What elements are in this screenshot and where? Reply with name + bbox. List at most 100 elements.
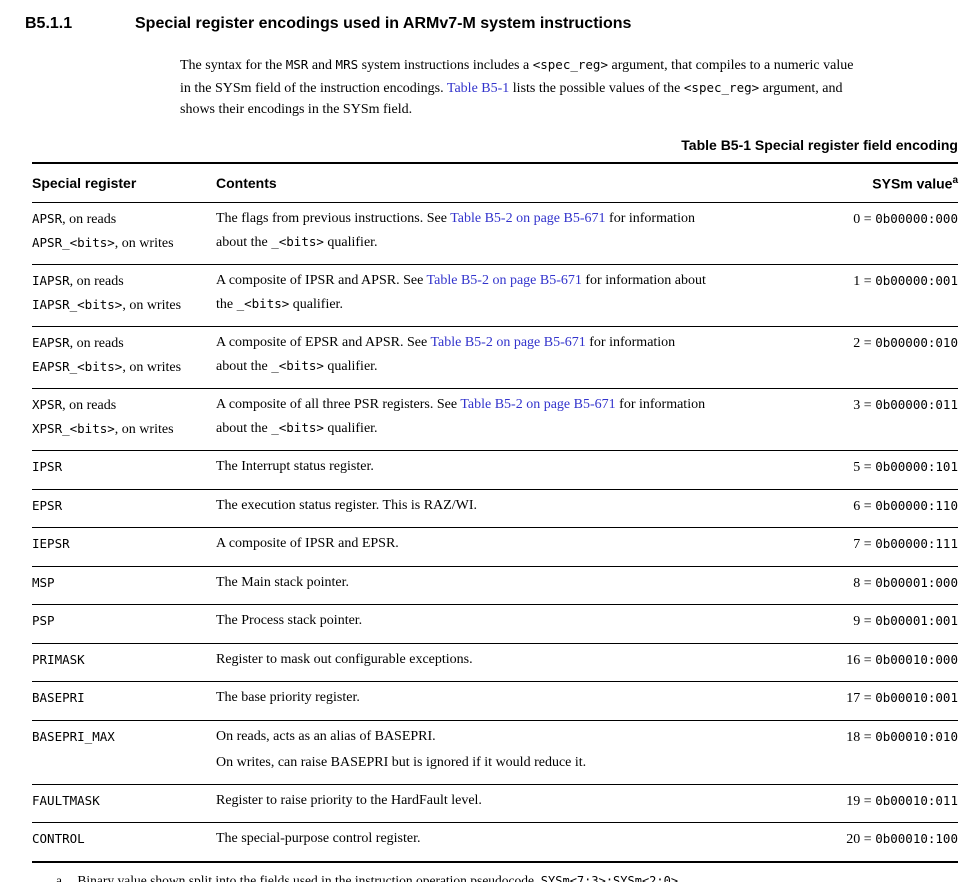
contents-line: A composite of IPSR and APSR. See Table …: [216, 270, 827, 293]
text-run: Register to raise priority to the HardFa…: [216, 792, 482, 808]
sysm-value-cell: 9 = 0b00001:001: [827, 604, 958, 644]
text-run: The Process stack pointer.: [216, 613, 363, 629]
cross-reference-link[interactable]: Table B5-1: [446, 80, 510, 96]
inline-code: IPSR: [32, 459, 63, 475]
contents-cell: Register to mask out configurable except…: [216, 643, 827, 683]
text-run: Register to mask out configurable except…: [216, 651, 473, 667]
special-register-table: Special register Contents SYSm valuea AP…: [32, 161, 958, 863]
contents-line: the _<bits> qualifier.: [216, 293, 827, 317]
sysm-value-cell: 2 = 0b00000:010: [827, 326, 958, 390]
register-line: EAPSR, on reads: [32, 332, 216, 356]
sysm-value-cell: 1 = 0b00000:001: [827, 264, 958, 328]
text-run: qualifier.: [289, 296, 343, 312]
inline-code: 0b00000:000: [875, 211, 958, 227]
register-cell: IPSR: [32, 450, 216, 490]
cross-reference-link[interactable]: Table B5-2 on page B5-671: [426, 273, 582, 289]
inline-code: 0b00000:011: [875, 397, 958, 413]
register-cell: APSR, on reads APSR_<bits>, on writes: [32, 202, 216, 266]
cross-reference-link[interactable]: Table B5-2 on page B5-671: [460, 397, 616, 413]
cross-reference-link[interactable]: Table B5-2 on page B5-671: [450, 211, 606, 227]
inline-code: 0b00001:000: [875, 574, 958, 590]
contents-cell: The Main stack pointer.: [216, 566, 827, 606]
inline-code: <spec_reg>: [683, 79, 760, 95]
contents-line: about the _<bits> qualifier.: [216, 417, 827, 441]
table-row: CONTROL The special-purpose control regis…: [32, 823, 958, 862]
intro-line: in the SYSm field of the instruction enc…: [180, 77, 962, 100]
inline-code: _<bits>: [236, 295, 290, 311]
register-line: EPSR: [32, 495, 216, 519]
contents-cell: The execution status register. This is R…: [216, 489, 827, 529]
contents-cell: The special-purpose control register.: [216, 823, 827, 862]
text-run: A composite of IPSR and APSR. See: [216, 273, 427, 289]
table-row: MSP The Main stack pointer. 8 = 0b00001:00…: [32, 566, 958, 606]
sysm-value-cell: 8 = 0b00001:000: [827, 566, 958, 606]
inline-code: 0b00010:000: [875, 651, 958, 667]
inline-code: APSR_<bits>: [32, 234, 115, 250]
footnote-reference: a: [952, 174, 958, 186]
register-line: IPSR: [32, 456, 216, 480]
text-run: argument, and: [759, 80, 843, 96]
intro-paragraph: The syntax for the MSR and MRS system in…: [180, 54, 962, 121]
text-run: 1 =: [853, 274, 876, 290]
contents-line: The Interrupt status register.: [216, 456, 827, 479]
register-line: IEPSR: [32, 533, 216, 557]
contents-cell: On reads, acts as an alias of BASEPRI. On…: [216, 720, 827, 785]
text-run: The syntax for the: [180, 58, 286, 73]
contents-line: A composite of EPSR and APSR. See Table …: [216, 332, 827, 355]
text-run: , on writes: [122, 297, 182, 313]
text-run: On reads, acts as an alias of BASEPRI.: [216, 728, 436, 744]
column-header-sysm-value: SYSm valuea: [827, 162, 958, 204]
register-line: XPSR_<bits>, on writes: [32, 418, 216, 442]
text-run: The Main stack pointer.: [216, 574, 349, 590]
text-run: for information: [615, 397, 706, 413]
inline-code: XPSR: [32, 397, 63, 413]
register-cell: EPSR: [32, 489, 216, 529]
text-run: in the SYSm field of the instruction enc…: [180, 80, 447, 96]
inline-code: IEPSR: [32, 536, 70, 552]
sysm-value-cell: 18 = 0b00010:010: [827, 720, 958, 785]
text-run: system instructions includes a: [358, 58, 533, 73]
register-line: IAPSR_<bits>, on writes: [32, 294, 216, 318]
contents-line: The special-purpose control register.: [216, 828, 827, 851]
footnote-text: Binary value shown split into the fields…: [77, 873, 681, 882]
table-row: PRIMASK Register to mask out configurable…: [32, 643, 958, 683]
contents-cell: A composite of IPSR and APSR. See Table …: [216, 264, 827, 328]
register-cell: BASEPRI_MAX: [32, 720, 216, 785]
text-run: 18 =: [846, 729, 876, 745]
contents-line: A composite of IPSR and EPSR.: [216, 533, 827, 556]
contents-cell: The Process stack pointer.: [216, 604, 827, 644]
table-row: EAPSR, on reads EAPSR_<bits>, on writes A …: [32, 326, 958, 390]
text-run: qualifier.: [323, 420, 378, 436]
inline-code: 0b00010:100: [875, 831, 958, 847]
contents-cell: A composite of all three PSR registers. …: [216, 388, 827, 452]
text-run: and: [308, 58, 336, 73]
inline-code: IAPSR_<bits>: [32, 296, 123, 312]
register-cell: CONTROL: [32, 823, 216, 862]
text-run: about the: [216, 420, 272, 436]
register-cell: XPSR, on reads XPSR_<bits>, on writes: [32, 388, 216, 452]
column-header-contents: Contents: [216, 162, 827, 204]
text-run: , on reads: [62, 212, 117, 228]
register-line: APSR, on reads: [32, 208, 216, 232]
footnote-marker: a.: [56, 872, 66, 882]
register-line: CONTROL: [32, 828, 216, 852]
inline-code: BASEPRI_MAX: [32, 728, 115, 744]
text-run: about the: [216, 234, 272, 250]
inline-code: MSR: [285, 57, 309, 72]
text-run: 0 =: [853, 212, 876, 228]
section-heading: B5.1.1 Special register encodings used i…: [0, 0, 980, 33]
table-row: FAULTMASK Register to raise priority to t…: [32, 784, 958, 824]
contents-cell: Register to raise priority to the HardFa…: [216, 784, 827, 824]
cross-reference-link[interactable]: Table B5-2 on page B5-671: [430, 335, 586, 351]
text-run: The Interrupt status register.: [216, 459, 374, 475]
inline-code: MRS: [335, 57, 359, 72]
sysm-value-cell: 3 = 0b00000:011: [827, 388, 958, 452]
text-run: qualifier.: [323, 358, 378, 374]
inline-code: 0b00001:001: [875, 613, 958, 629]
contents-cell: The flags from previous instructions. Se…: [216, 202, 827, 266]
contents-line: The Main stack pointer.: [216, 572, 827, 595]
register-cell: PSP: [32, 604, 216, 644]
inline-code: PRIMASK: [32, 651, 85, 667]
sysm-value-cell: 16 = 0b00010:000: [827, 643, 958, 683]
